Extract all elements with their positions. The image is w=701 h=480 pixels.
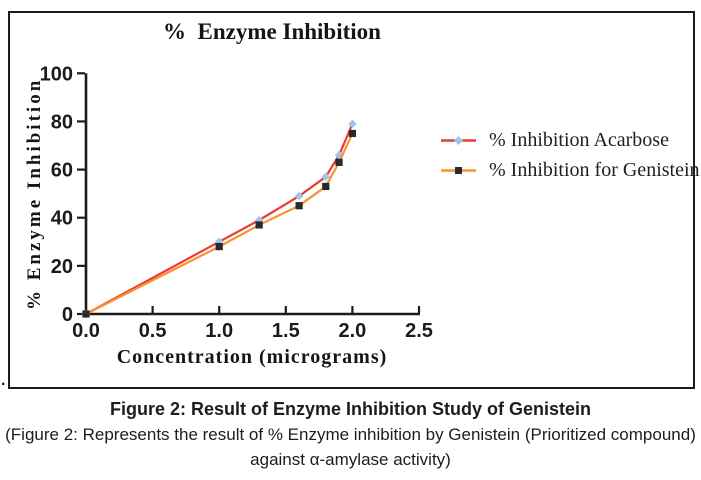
series-line-genistein bbox=[85, 133, 354, 315]
y-tick-label: 100 bbox=[40, 63, 73, 85]
chart-legend: % Inhibition Acarbose % Inhibition for G… bbox=[440, 125, 700, 185]
x-tick-label: 0.5 bbox=[139, 320, 167, 342]
data-point-diamond bbox=[294, 191, 304, 201]
y-tick-label: 40 bbox=[51, 208, 73, 230]
series-line-acarbose bbox=[85, 123, 354, 315]
data-point-diamond bbox=[214, 237, 224, 247]
data-point-diamond bbox=[334, 150, 344, 160]
data-point-square bbox=[82, 310, 90, 318]
stray-period-mark: . bbox=[1, 372, 6, 389]
figure-caption-title: Figure 2: Result of Enzyme Inhibition St… bbox=[109, 399, 592, 419]
data-point-square bbox=[215, 243, 223, 251]
x-tick-label: 1.5 bbox=[272, 320, 300, 342]
x-tick-label: 2.5 bbox=[405, 320, 433, 342]
x-tick-label: 0.0 bbox=[72, 320, 100, 342]
y-tick-label: 60 bbox=[51, 160, 73, 182]
legend-swatch-acarbose-icon bbox=[441, 135, 476, 145]
chart-title: % Enzyme Inhibition bbox=[163, 19, 381, 44]
y-tick-label: 0 bbox=[62, 304, 73, 326]
legend-item-genistein: % Inhibition for Genistein bbox=[440, 155, 700, 185]
enzyme-inhibition-line-chart: 0.0 0.5 1.0 1.5 2.0 2.5 0 20 40 60 80 100 bbox=[40, 63, 433, 342]
x-tick-label: 2.0 bbox=[338, 320, 366, 342]
x-tick-label: 1.0 bbox=[205, 320, 233, 342]
legend-label-genistein: % Inhibition for Genistein bbox=[489, 158, 700, 181]
figure-caption-line3: against α-amylase activity) bbox=[250, 450, 451, 469]
legend-label-acarbose: % Inhibition Acarbose bbox=[489, 128, 669, 151]
x-axis-label: Concentration (micrograms) bbox=[116, 346, 388, 368]
data-point-square bbox=[295, 202, 303, 210]
y-tick-label: 20 bbox=[51, 256, 73, 278]
data-point-square bbox=[335, 158, 343, 166]
data-point-diamond bbox=[348, 119, 357, 129]
data-point-square bbox=[255, 221, 263, 229]
chart-frame: % Enzyme Inhibition % Enzyme Inhibition … bbox=[8, 11, 700, 389]
legend-swatch-genistein-icon bbox=[441, 166, 476, 174]
legend-item-acarbose: % Inhibition Acarbose bbox=[440, 125, 700, 155]
legend-marker-square-icon bbox=[455, 166, 462, 174]
legend-marker-diamond-icon bbox=[454, 135, 463, 145]
figure-caption-line2: (Figure 2: Represents the result of % En… bbox=[5, 425, 696, 444]
data-point-diamond bbox=[321, 172, 331, 182]
y-tick-label: 80 bbox=[51, 111, 73, 133]
data-point-square bbox=[322, 182, 330, 191]
data-point-square bbox=[348, 129, 356, 138]
